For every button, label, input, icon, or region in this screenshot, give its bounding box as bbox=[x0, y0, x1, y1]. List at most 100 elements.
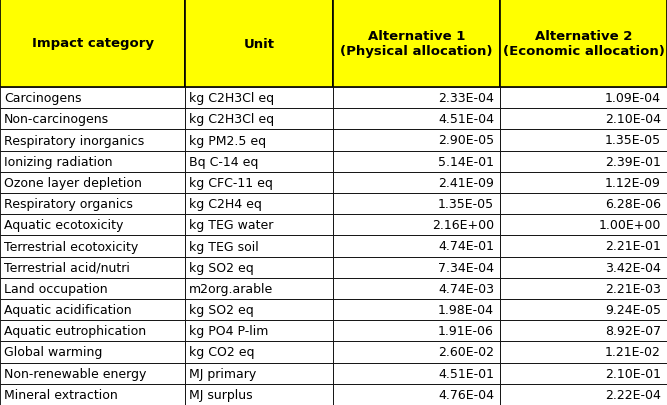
Text: 4.74E-01: 4.74E-01 bbox=[438, 240, 494, 253]
Bar bbox=[500, 278, 667, 299]
Bar bbox=[333, 88, 500, 109]
Bar bbox=[333, 299, 500, 320]
Text: Carcinogens: Carcinogens bbox=[4, 92, 81, 105]
Text: Impact category: Impact category bbox=[31, 37, 153, 50]
Text: kg C2H3Cl eq: kg C2H3Cl eq bbox=[189, 113, 274, 126]
Text: Terrestrial ecotoxicity: Terrestrial ecotoxicity bbox=[4, 240, 138, 253]
Text: Aquatic acidification: Aquatic acidification bbox=[4, 303, 131, 316]
Text: kg CO2 eq: kg CO2 eq bbox=[189, 345, 255, 358]
Text: 5.14E-01: 5.14E-01 bbox=[438, 155, 494, 168]
Text: Aquatic ecotoxicity: Aquatic ecotoxicity bbox=[4, 219, 123, 232]
Bar bbox=[0, 384, 185, 405]
Bar bbox=[0, 130, 185, 151]
Bar bbox=[185, 151, 333, 173]
Text: kg SO2 eq: kg SO2 eq bbox=[189, 261, 253, 274]
Bar bbox=[333, 173, 500, 194]
Bar bbox=[333, 215, 500, 236]
Text: kg TEG water: kg TEG water bbox=[189, 219, 273, 232]
Bar bbox=[500, 130, 667, 151]
Text: MJ surplus: MJ surplus bbox=[189, 388, 253, 401]
Bar bbox=[0, 299, 185, 320]
Bar bbox=[500, 109, 667, 130]
Bar bbox=[185, 130, 333, 151]
Bar bbox=[185, 341, 333, 363]
Bar bbox=[333, 236, 500, 257]
Text: Alternative 2
(Economic allocation): Alternative 2 (Economic allocation) bbox=[502, 30, 664, 58]
Bar bbox=[0, 236, 185, 257]
Text: 1.00E+00: 1.00E+00 bbox=[598, 219, 661, 232]
Text: Alternative 1
(Physical allocation): Alternative 1 (Physical allocation) bbox=[340, 30, 493, 58]
Bar bbox=[0, 341, 185, 363]
Text: 2.33E-04: 2.33E-04 bbox=[438, 92, 494, 105]
Text: 2.22E-04: 2.22E-04 bbox=[605, 388, 661, 401]
Bar bbox=[185, 194, 333, 215]
Text: 2.41E-09: 2.41E-09 bbox=[438, 177, 494, 190]
Text: Unit: Unit bbox=[243, 37, 275, 50]
Bar bbox=[185, 257, 333, 278]
Text: 2.10E-01: 2.10E-01 bbox=[605, 367, 661, 380]
Text: 2.60E-02: 2.60E-02 bbox=[438, 345, 494, 358]
Bar bbox=[185, 88, 333, 109]
Bar bbox=[500, 384, 667, 405]
Text: 4.76E-04: 4.76E-04 bbox=[438, 388, 494, 401]
Bar bbox=[185, 109, 333, 130]
Text: 8.92E-07: 8.92E-07 bbox=[605, 324, 661, 337]
Bar bbox=[185, 278, 333, 299]
Text: m2org.arable: m2org.arable bbox=[189, 282, 273, 295]
Bar bbox=[0, 215, 185, 236]
Text: 1.21E-02: 1.21E-02 bbox=[605, 345, 661, 358]
Text: 1.35E-05: 1.35E-05 bbox=[605, 134, 661, 147]
Text: Non-renewable energy: Non-renewable energy bbox=[4, 367, 146, 380]
Text: 1.09E-04: 1.09E-04 bbox=[605, 92, 661, 105]
Text: 3.42E-04: 3.42E-04 bbox=[605, 261, 661, 274]
Text: 4.51E-01: 4.51E-01 bbox=[438, 367, 494, 380]
Text: 4.51E-04: 4.51E-04 bbox=[438, 113, 494, 126]
Bar bbox=[500, 215, 667, 236]
Bar bbox=[500, 194, 667, 215]
Text: 7.34E-04: 7.34E-04 bbox=[438, 261, 494, 274]
Text: Aquatic eutrophication: Aquatic eutrophication bbox=[4, 324, 146, 337]
Text: 1.35E-05: 1.35E-05 bbox=[438, 198, 494, 211]
Bar bbox=[0, 320, 185, 341]
Bar bbox=[0, 257, 185, 278]
Bar bbox=[0, 151, 185, 173]
Text: 2.16E+00: 2.16E+00 bbox=[432, 219, 494, 232]
Text: 6.28E-06: 6.28E-06 bbox=[605, 198, 661, 211]
Text: 2.21E-03: 2.21E-03 bbox=[605, 282, 661, 295]
Bar bbox=[0, 0, 185, 88]
Bar bbox=[333, 341, 500, 363]
Bar bbox=[333, 151, 500, 173]
Bar bbox=[500, 299, 667, 320]
Text: Land occupation: Land occupation bbox=[4, 282, 107, 295]
Text: Ionizing radiation: Ionizing radiation bbox=[4, 155, 113, 168]
Bar bbox=[500, 363, 667, 384]
Bar bbox=[500, 0, 667, 88]
Text: Non-carcinogens: Non-carcinogens bbox=[4, 113, 109, 126]
Bar bbox=[500, 257, 667, 278]
Bar bbox=[333, 130, 500, 151]
Bar bbox=[0, 173, 185, 194]
Bar bbox=[185, 236, 333, 257]
Bar bbox=[500, 88, 667, 109]
Bar bbox=[0, 88, 185, 109]
Text: kg PM2.5 eq: kg PM2.5 eq bbox=[189, 134, 266, 147]
Text: kg C2H4 eq: kg C2H4 eq bbox=[189, 198, 262, 211]
Text: Respiratory organics: Respiratory organics bbox=[4, 198, 133, 211]
Text: 4.74E-03: 4.74E-03 bbox=[438, 282, 494, 295]
Text: Terrestrial acid/nutri: Terrestrial acid/nutri bbox=[4, 261, 130, 274]
Bar bbox=[185, 363, 333, 384]
Bar bbox=[333, 0, 500, 88]
Bar bbox=[185, 320, 333, 341]
Bar bbox=[185, 215, 333, 236]
Bar bbox=[0, 363, 185, 384]
Text: 1.12E-09: 1.12E-09 bbox=[605, 177, 661, 190]
Bar bbox=[333, 320, 500, 341]
Text: kg CFC-11 eq: kg CFC-11 eq bbox=[189, 177, 273, 190]
Text: 2.90E-05: 2.90E-05 bbox=[438, 134, 494, 147]
Text: kg TEG soil: kg TEG soil bbox=[189, 240, 259, 253]
Bar bbox=[333, 384, 500, 405]
Text: kg C2H3Cl eq: kg C2H3Cl eq bbox=[189, 92, 274, 105]
Text: 1.91E-06: 1.91E-06 bbox=[438, 324, 494, 337]
Text: Bq C-14 eq: Bq C-14 eq bbox=[189, 155, 258, 168]
Bar bbox=[0, 109, 185, 130]
